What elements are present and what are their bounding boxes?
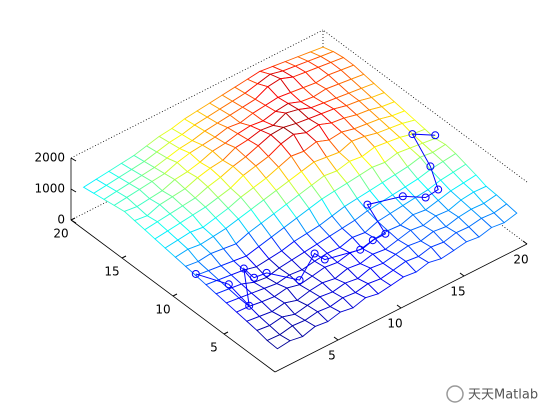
z-tick bbox=[70, 157, 77, 162]
y-tick-label: 20 bbox=[53, 227, 68, 241]
x-tick bbox=[459, 272, 465, 277]
x-tick-label: 15 bbox=[450, 285, 465, 299]
path-marker bbox=[191, 269, 200, 278]
path-marker bbox=[239, 264, 248, 273]
path-marker bbox=[250, 273, 258, 282]
path-marker bbox=[224, 280, 233, 289]
path-marker bbox=[368, 236, 377, 245]
mesh bbox=[82, 46, 518, 350]
y-tick bbox=[223, 331, 229, 335]
watermark-icon bbox=[446, 385, 464, 403]
path-marker bbox=[310, 249, 319, 258]
z-tick bbox=[70, 219, 77, 224]
path-marker bbox=[262, 268, 271, 277]
x-tick bbox=[396, 304, 402, 309]
path-line bbox=[195, 133, 439, 308]
path-marker bbox=[408, 130, 417, 139]
y-tick bbox=[172, 293, 178, 297]
path-marker bbox=[434, 185, 443, 194]
path-marker bbox=[245, 301, 254, 310]
path-marker bbox=[363, 200, 372, 209]
path-marker bbox=[295, 276, 304, 285]
watermark: 天天Matlab bbox=[446, 385, 538, 403]
x-tick-label: 5 bbox=[328, 349, 336, 363]
y-tick-label: 10 bbox=[155, 303, 170, 317]
mesh-cell bbox=[266, 334, 291, 350]
x-tick bbox=[333, 336, 339, 341]
z-tick-label: 0 bbox=[57, 213, 65, 227]
z-tick-label: 1000 bbox=[34, 182, 65, 196]
x-tick-label: 20 bbox=[513, 253, 528, 267]
box-edge bbox=[322, 29, 528, 183]
watermark-text: 天天Matlab bbox=[468, 388, 538, 403]
path-marker bbox=[431, 131, 440, 140]
path-marker bbox=[320, 255, 329, 264]
path-marker bbox=[381, 229, 390, 238]
path-marker bbox=[426, 162, 435, 171]
x-tick bbox=[522, 240, 528, 245]
path-marker bbox=[356, 245, 365, 254]
z-tick-label: 2000 bbox=[34, 151, 65, 165]
y-tick-label: 5 bbox=[210, 341, 218, 355]
z-tick bbox=[70, 188, 77, 193]
box-edge bbox=[70, 29, 324, 159]
y-tick-label: 15 bbox=[104, 265, 119, 279]
y-tick bbox=[121, 255, 127, 259]
y-tick bbox=[70, 217, 76, 221]
x-tick-label: 10 bbox=[387, 317, 402, 331]
path-marker bbox=[421, 193, 430, 202]
path-marker bbox=[398, 192, 407, 201]
